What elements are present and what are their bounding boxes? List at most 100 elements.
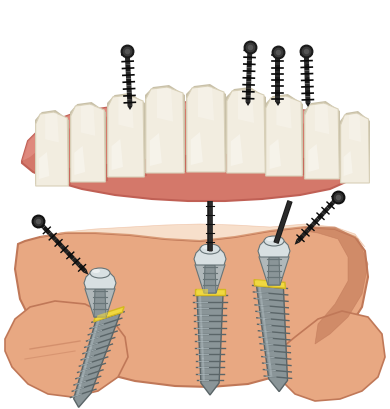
Polygon shape bbox=[197, 289, 208, 295]
Polygon shape bbox=[275, 72, 280, 78]
Polygon shape bbox=[157, 89, 173, 122]
Polygon shape bbox=[245, 96, 251, 103]
Polygon shape bbox=[246, 75, 252, 82]
Polygon shape bbox=[195, 259, 225, 293]
Polygon shape bbox=[96, 312, 108, 321]
Polygon shape bbox=[40, 225, 365, 247]
Polygon shape bbox=[305, 84, 310, 91]
Polygon shape bbox=[304, 52, 309, 58]
Polygon shape bbox=[72, 257, 81, 267]
Polygon shape bbox=[70, 103, 106, 180]
Polygon shape bbox=[305, 103, 310, 108]
Polygon shape bbox=[226, 88, 266, 172]
Polygon shape bbox=[349, 115, 361, 143]
Polygon shape bbox=[71, 105, 105, 182]
Polygon shape bbox=[277, 98, 292, 129]
Polygon shape bbox=[246, 68, 252, 75]
Polygon shape bbox=[306, 223, 315, 232]
Polygon shape bbox=[125, 65, 131, 73]
Polygon shape bbox=[94, 307, 124, 322]
Polygon shape bbox=[275, 53, 280, 59]
Polygon shape bbox=[316, 212, 324, 221]
Polygon shape bbox=[204, 265, 216, 293]
Polygon shape bbox=[22, 103, 355, 162]
Polygon shape bbox=[340, 114, 369, 184]
Polygon shape bbox=[259, 252, 289, 285]
Polygon shape bbox=[60, 245, 69, 254]
Polygon shape bbox=[258, 241, 290, 257]
Polygon shape bbox=[227, 90, 265, 173]
Polygon shape bbox=[198, 88, 214, 121]
Polygon shape bbox=[308, 145, 319, 173]
Polygon shape bbox=[305, 97, 310, 104]
Ellipse shape bbox=[92, 270, 100, 273]
Ellipse shape bbox=[266, 237, 274, 241]
Polygon shape bbox=[246, 89, 251, 96]
Polygon shape bbox=[257, 286, 287, 392]
Polygon shape bbox=[126, 86, 132, 93]
Polygon shape bbox=[84, 273, 116, 289]
Polygon shape bbox=[305, 104, 339, 180]
Polygon shape bbox=[254, 280, 285, 289]
Polygon shape bbox=[265, 95, 303, 175]
Polygon shape bbox=[39, 153, 49, 180]
Polygon shape bbox=[125, 58, 130, 66]
Polygon shape bbox=[35, 111, 69, 184]
Ellipse shape bbox=[90, 268, 110, 278]
Polygon shape bbox=[146, 88, 184, 173]
Polygon shape bbox=[247, 61, 252, 69]
Polygon shape bbox=[268, 257, 280, 285]
Polygon shape bbox=[126, 72, 131, 79]
Polygon shape bbox=[194, 249, 226, 265]
Polygon shape bbox=[108, 96, 144, 178]
Polygon shape bbox=[315, 105, 329, 135]
Polygon shape bbox=[304, 71, 310, 78]
Polygon shape bbox=[195, 289, 225, 295]
Polygon shape bbox=[66, 251, 75, 261]
Polygon shape bbox=[275, 90, 280, 97]
Polygon shape bbox=[107, 94, 145, 175]
Polygon shape bbox=[42, 226, 51, 236]
Polygon shape bbox=[74, 147, 85, 175]
Polygon shape bbox=[35, 113, 68, 187]
Polygon shape bbox=[238, 91, 254, 124]
Polygon shape bbox=[305, 78, 310, 84]
Polygon shape bbox=[247, 55, 252, 62]
Polygon shape bbox=[85, 283, 115, 317]
Polygon shape bbox=[275, 97, 280, 103]
Polygon shape bbox=[112, 139, 123, 171]
Polygon shape bbox=[145, 86, 185, 172]
Polygon shape bbox=[191, 133, 203, 166]
Polygon shape bbox=[304, 102, 340, 178]
Polygon shape bbox=[246, 82, 251, 89]
Polygon shape bbox=[231, 135, 243, 166]
Polygon shape bbox=[326, 202, 335, 210]
Polygon shape bbox=[304, 58, 309, 65]
Polygon shape bbox=[94, 289, 106, 317]
Polygon shape bbox=[15, 227, 368, 387]
Polygon shape bbox=[296, 234, 305, 243]
Polygon shape bbox=[294, 240, 300, 245]
Polygon shape bbox=[321, 207, 330, 216]
Ellipse shape bbox=[202, 245, 210, 249]
Polygon shape bbox=[125, 52, 130, 59]
Polygon shape bbox=[301, 229, 310, 238]
Polygon shape bbox=[197, 295, 223, 395]
Ellipse shape bbox=[200, 245, 220, 254]
Polygon shape bbox=[344, 152, 353, 177]
Polygon shape bbox=[269, 139, 281, 170]
Polygon shape bbox=[150, 134, 162, 166]
Polygon shape bbox=[36, 220, 46, 229]
Polygon shape bbox=[304, 65, 309, 72]
Polygon shape bbox=[266, 97, 302, 177]
Polygon shape bbox=[22, 103, 360, 202]
Polygon shape bbox=[275, 84, 280, 90]
Polygon shape bbox=[83, 270, 89, 275]
Polygon shape bbox=[305, 227, 368, 344]
Polygon shape bbox=[119, 97, 134, 129]
Polygon shape bbox=[186, 85, 226, 171]
Polygon shape bbox=[5, 301, 128, 397]
Polygon shape bbox=[311, 218, 320, 227]
Polygon shape bbox=[78, 263, 87, 273]
Polygon shape bbox=[54, 238, 63, 248]
